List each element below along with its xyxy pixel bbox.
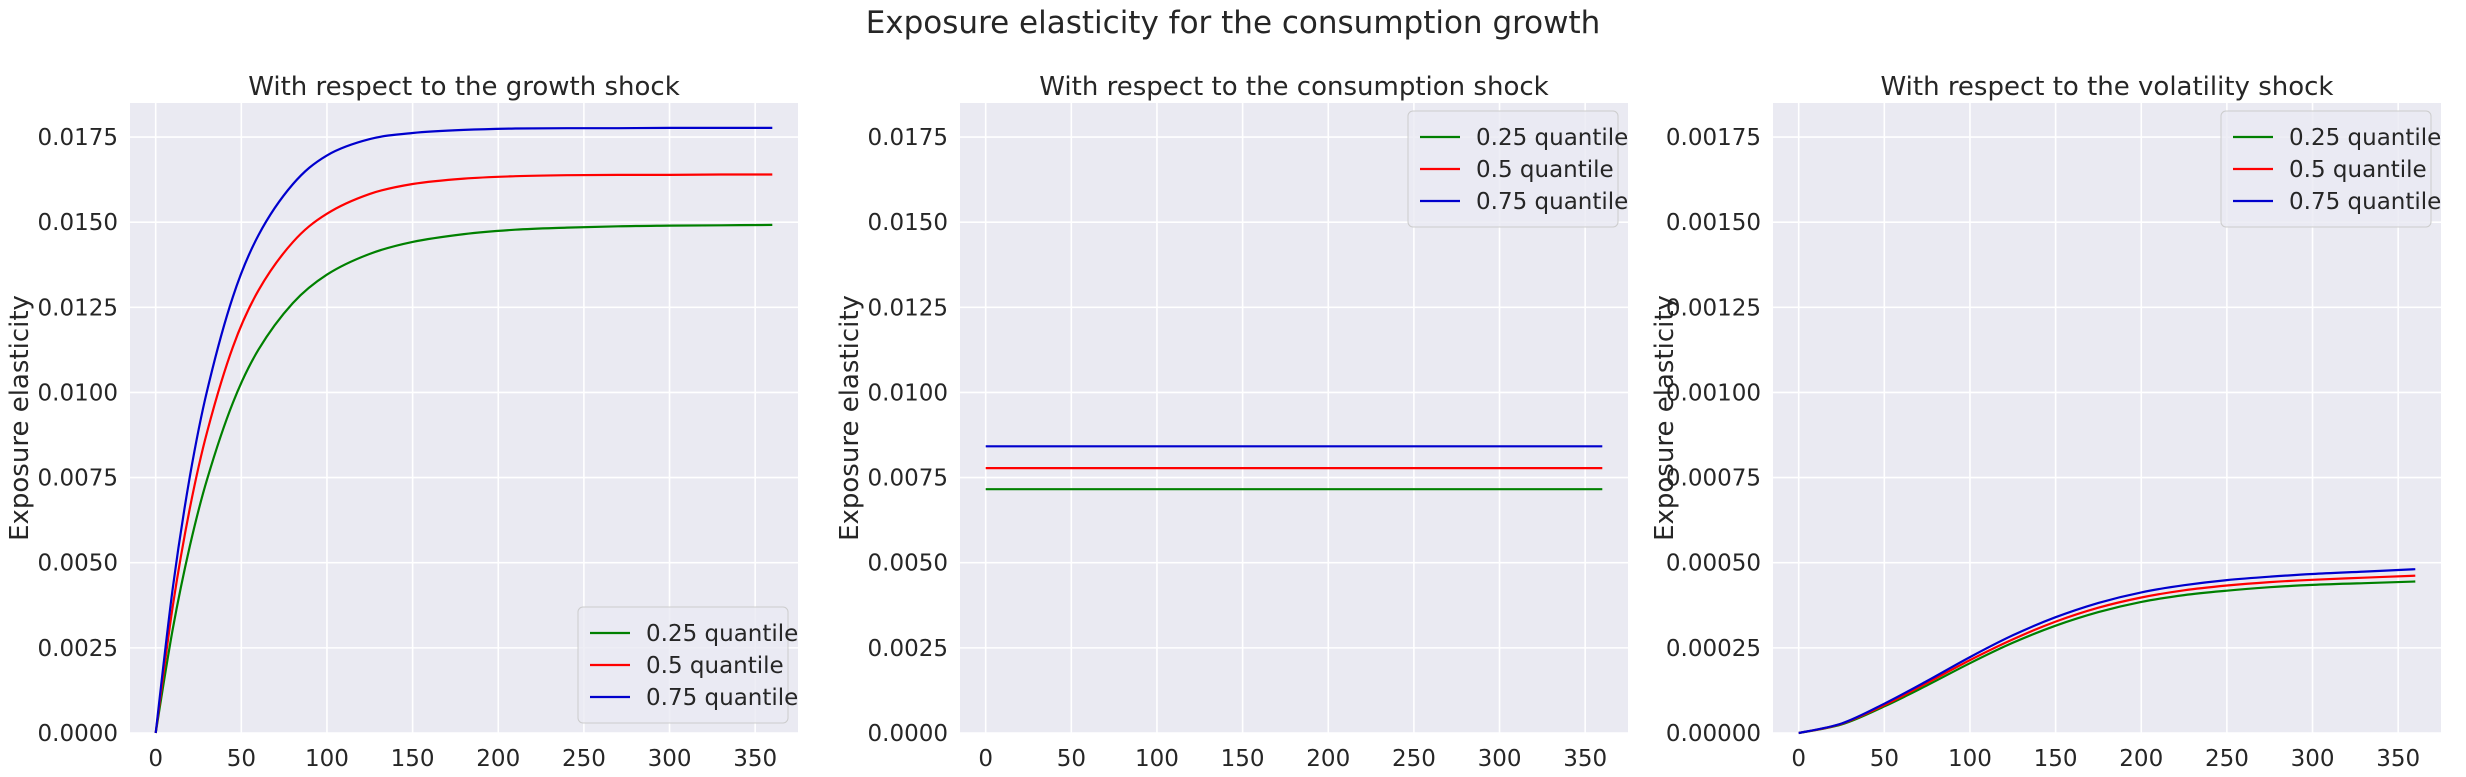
x-tick-label: 100: [305, 746, 349, 772]
legend-label: 0.5 quantile: [1476, 157, 1614, 183]
y-tick-label: 0.0150: [868, 210, 948, 236]
y-tick-label: 0.00175: [1666, 125, 1761, 151]
panel-volatility-shock: 0 50 100 150 200 250 300 350 0.000000.000250.00…: [1650, 72, 2441, 772]
series-line: [1798, 580, 2416, 735]
y-tick-label: 0.0125: [868, 295, 948, 321]
x-tick-label: 0: [1791, 746, 1806, 772]
y-tick-label: 0.0075: [38, 466, 118, 492]
y-tick-label: 0.0175: [38, 125, 118, 151]
y-tick-label: 0.0000: [38, 721, 118, 747]
y-tick-label: 0.00075: [1666, 466, 1761, 492]
panel-title: With respect to the volatility shock: [1881, 72, 2334, 102]
x-tick-label: 300: [2291, 746, 2335, 772]
legend-label: 0.5 quantile: [2289, 157, 2427, 183]
legend-box: [577, 606, 789, 724]
legend: 0.25 quantile 0.5 quantile 0.75 quantile: [1407, 110, 1628, 228]
y-tick-label: 0.0150: [38, 210, 118, 236]
x-tick-label: 150: [2034, 746, 2078, 772]
x-tick-label: 250: [1392, 746, 1436, 772]
x-tick-label: 200: [476, 746, 520, 772]
panel-consumption-shock: 0 50 100 150 200 250 300 350 0.0000 0.0025 0.0050…: [835, 72, 1628, 772]
series-line: [154, 173, 773, 734]
legend-label: 0.75 quantile: [1476, 189, 1628, 215]
x-tick-label: 150: [1221, 746, 1265, 772]
y-tick-label: 0.0075: [868, 466, 948, 492]
x-tick-labels: 0 50 100 150 200 250 300 350: [148, 746, 777, 772]
legend-label: 0.25 quantile: [2289, 125, 2441, 151]
legend-box: [1407, 110, 1619, 228]
series-line: [154, 223, 773, 734]
y-tick-label: 0.0050: [38, 551, 118, 577]
legend-label: 0.75 quantile: [646, 685, 798, 711]
x-tick-label: 50: [1870, 746, 1899, 772]
y-tick-label: 0.00000: [1666, 721, 1761, 747]
x-tick-label: 350: [1563, 746, 1607, 772]
figure-title: Exposure elasticity for the consumption …: [866, 5, 1601, 41]
y-tick-label: 0.0175: [868, 125, 948, 151]
legend-label: 0.25 quantile: [646, 621, 798, 647]
x-tick-label: 150: [391, 746, 435, 772]
y-axis-label: Exposure elasticity: [835, 295, 865, 541]
y-tick-labels: 0.0000 0.0025 0.0050 0.0075 0.0100 0.0125 0.01…: [38, 125, 118, 747]
legend-label: 0.5 quantile: [646, 653, 784, 679]
legend-box: [2220, 110, 2432, 228]
panel-title: With respect to the growth shock: [248, 72, 680, 102]
legend: 0.25 quantile 0.5 quantile 0.75 quantile: [2220, 110, 2441, 228]
y-tick-label: 0.0050: [868, 551, 948, 577]
series-lines: [1798, 568, 2416, 735]
y-tick-label: 0.00150: [1666, 210, 1761, 236]
x-tick-label: 200: [2119, 746, 2163, 772]
y-tick-label: 0.00050: [1666, 551, 1761, 577]
series-lines: [154, 126, 773, 734]
y-tick-label: 0.0125: [38, 295, 118, 321]
legend-label: 0.25 quantile: [1476, 125, 1628, 151]
y-tick-label: 0.0100: [38, 380, 118, 406]
x-tick-label: 0: [978, 746, 993, 772]
y-tick-label: 0.0000: [868, 721, 948, 747]
y-tick-label: 0.0025: [38, 636, 118, 662]
x-tick-label: 50: [1057, 746, 1086, 772]
x-tick-label: 300: [648, 746, 692, 772]
x-tick-labels: 0 50 100 150 200 250 300 350: [978, 746, 1607, 772]
x-tick-labels: 0 50 100 150 200 250 300 350: [1791, 746, 2420, 772]
y-axis-label: Exposure elasticity: [1650, 295, 1680, 541]
legend: 0.25 quantile 0.5 quantile 0.75 quantile: [577, 606, 798, 724]
y-tick-label: 0.00125: [1666, 295, 1761, 321]
x-tick-label: 100: [1135, 746, 1179, 772]
x-tick-label: 350: [733, 746, 777, 772]
y-tick-label: 0.0025: [868, 636, 948, 662]
y-axis-label: Exposure elasticity: [5, 295, 35, 541]
legend-label: 0.75 quantile: [2289, 189, 2441, 215]
series-line: [1798, 574, 2416, 735]
x-tick-label: 250: [562, 746, 606, 772]
y-tick-label: 0.0100: [868, 380, 948, 406]
y-tick-label: 0.00100: [1666, 380, 1761, 406]
x-tick-label: 300: [1478, 746, 1522, 772]
y-tick-labels: 0.00000 0.00025 0.00050 0.00075 0.00100 0.001…: [1666, 125, 1761, 747]
x-tick-label: 350: [2376, 746, 2420, 772]
x-tick-label: 100: [1948, 746, 1992, 772]
series-lines: [985, 445, 1603, 491]
x-tick-label: 50: [227, 746, 256, 772]
x-tick-label: 0: [148, 746, 163, 772]
x-tick-label: 250: [2205, 746, 2249, 772]
series-line: [1798, 568, 2416, 735]
y-tick-labels: 0.0000 0.0025 0.0050 0.0075 0.0100 0.0125 0.01…: [868, 125, 948, 747]
x-tick-label: 200: [1306, 746, 1350, 772]
series-line: [154, 126, 773, 734]
panel-growth-shock: 0 50 100 150 200 250 300 350 0.0000 0.0025 0.0050…: [5, 72, 798, 772]
panel-title: With respect to the consumption shock: [1039, 72, 1548, 102]
y-tick-label: 0.00025: [1666, 636, 1761, 662]
